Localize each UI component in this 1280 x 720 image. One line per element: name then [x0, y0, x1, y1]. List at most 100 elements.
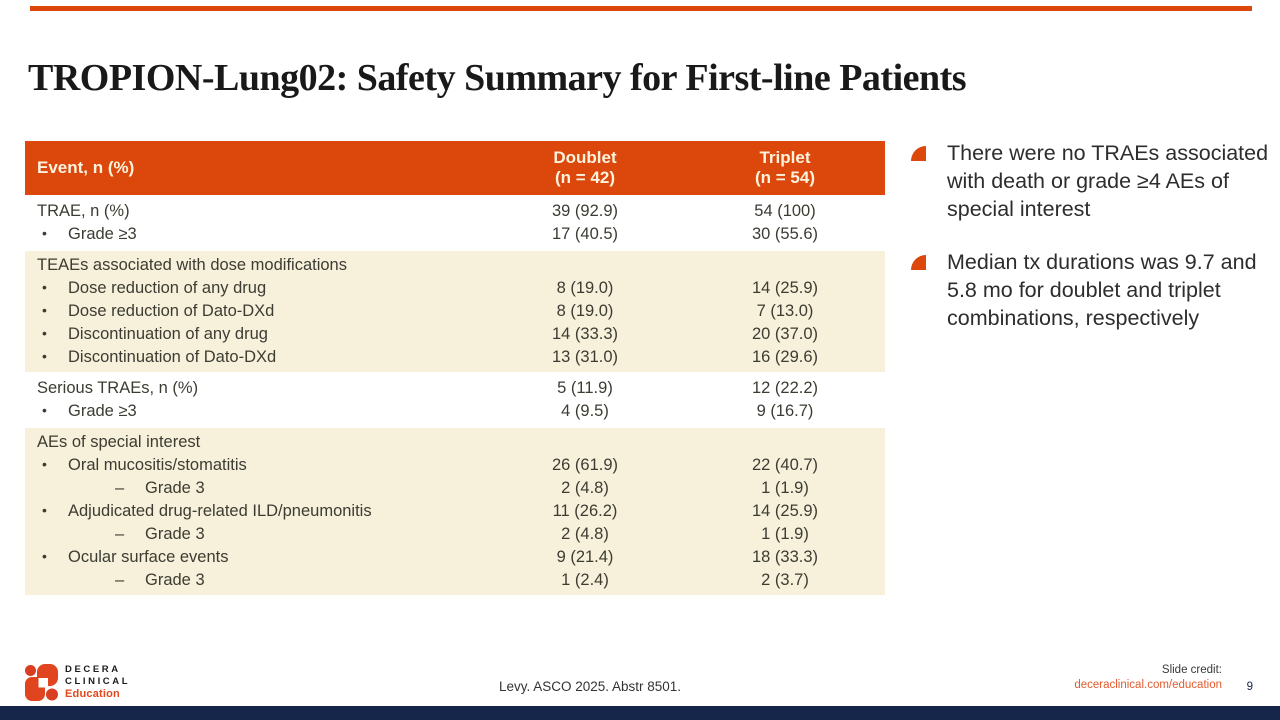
key-point-text: Median tx durations was 9.7 and 5.8 mo f…	[947, 250, 1257, 330]
safety-summary-table: Event, n (%) Doublet (n = 42) Triplet (n…	[25, 141, 885, 595]
event-cell: AEs of special interest	[37, 433, 201, 451]
table-section: Serious TRAEs, n (%) 5 (11.9) 12 (22.2) • Gr…	[25, 374, 885, 426]
doublet-cell: 14 (33.3)	[551, 325, 619, 343]
table-row: TRAE, n (%) 39 (92.9) 54 (100)	[25, 200, 885, 223]
table-row: – Grade 3 2 (4.8) 1 (1.9)	[25, 477, 885, 500]
event-cell: • Adjudicated drug-related ILD/pneumoniti…	[42, 502, 372, 520]
logo-line-2: CLINICAL	[65, 676, 131, 687]
event-cell: – Grade 3	[115, 479, 205, 497]
decera-logo-icon	[25, 664, 58, 701]
table-section: AEs of special interest • Oral mucositis/s…	[25, 428, 885, 595]
table-row: • Adjudicated drug-related ILD/pneumoniti…	[25, 500, 885, 523]
bottom-navy-bar	[0, 706, 1280, 720]
quarter-circle-bullet-icon	[911, 146, 926, 161]
triplet-cell: 22 (40.7)	[751, 456, 819, 474]
table-row: • Discontinuation of Dato-DXd 13 (31.0) 16 …	[25, 346, 885, 369]
bullet-marker: •	[42, 502, 47, 518]
triplet-cell: 1 (1.9)	[761, 479, 809, 497]
page-number: 9	[1246, 681, 1253, 693]
doublet-label: Doublet	[553, 148, 617, 167]
doublet-cell: 39 (92.9)	[551, 202, 619, 220]
slide-credit: Slide credit: deceraclinical.com/educati…	[1074, 663, 1222, 693]
triplet-cell: 18 (33.3)	[751, 548, 819, 566]
event-cell: • Dose reduction of Dato-DXd	[42, 302, 275, 320]
table-row: • Dose reduction of Dato-DXd 8 (19.0) 7 (13…	[25, 300, 885, 323]
triplet-cell: 14 (25.9)	[751, 279, 819, 297]
event-cell: • Discontinuation of Dato-DXd	[42, 348, 277, 366]
triplet-cell: 7 (13.0)	[756, 302, 814, 320]
decera-logo-text: DECERA CLINICAL Education	[65, 664, 130, 701]
logo-line-3: Education	[65, 688, 120, 700]
table-row: TEAEs associated with dose modifications	[25, 254, 885, 277]
event-cell: • Grade ≥3	[42, 402, 137, 420]
doublet-cell: 17 (40.5)	[551, 225, 619, 243]
event-cell: • Grade ≥3	[42, 225, 137, 243]
logo-line-1: DECERA	[65, 664, 121, 675]
table-row: • Discontinuation of any drug 14 (33.3) 20 …	[25, 323, 885, 346]
bullet-marker: •	[42, 225, 47, 241]
bullet-marker: •	[42, 302, 47, 318]
event-cell: • Ocular surface events	[42, 548, 229, 566]
key-points-panel: There were no TRAEs associated with deat…	[910, 139, 1280, 357]
triplet-cell: 1 (1.9)	[761, 525, 809, 543]
doublet-cell: 8 (19.0)	[556, 302, 614, 320]
table-row: AEs of special interest	[25, 431, 885, 454]
doublet-cell: 4 (9.5)	[561, 402, 609, 420]
triplet-cell: 54 (100)	[754, 202, 816, 220]
triplet-cell: 30 (55.6)	[751, 225, 819, 243]
key-point: There were no TRAEs associated with deat…	[910, 139, 1280, 223]
doublet-cell: 2 (4.8)	[561, 479, 609, 497]
slide-credit-label: Slide credit:	[1161, 664, 1222, 676]
header-doublet-column: Doublet (n = 42)	[485, 141, 685, 195]
doublet-cell: 8 (19.0)	[556, 279, 614, 297]
table-row: – Grade 3 1 (2.4) 2 (3.7)	[25, 569, 885, 592]
table-row: Serious TRAEs, n (%) 5 (11.9) 12 (22.2)	[25, 377, 885, 400]
bullet-marker: •	[42, 325, 47, 341]
event-cell: – Grade 3	[115, 571, 205, 589]
table-body: TRAE, n (%) 39 (92.9) 54 (100) • Grade ≥3 17 …	[25, 197, 885, 595]
triplet-cell: 12 (22.2)	[751, 379, 819, 397]
doublet-cell: 5 (11.9)	[557, 379, 613, 397]
table-row: • Ocular surface events 9 (21.4) 18 (33.3)	[25, 546, 885, 569]
top-accent-bar	[30, 6, 1252, 11]
doublet-cell: 11 (26.2)	[552, 502, 618, 520]
table-header-row: Event, n (%) Doublet (n = 42) Triplet (n…	[25, 141, 885, 195]
slide-credit-link[interactable]: deceraclinical.com/education	[1074, 679, 1222, 691]
quarter-circle-bullet-icon	[911, 255, 926, 270]
bullet-marker: •	[42, 279, 47, 295]
doublet-cell: 9 (21.4)	[556, 548, 614, 566]
header-event-column: Event, n (%)	[37, 158, 135, 177]
dash-marker: –	[115, 479, 125, 497]
bullet-marker: •	[42, 402, 47, 418]
triplet-n: (n = 54)	[755, 168, 815, 187]
bullet-marker: •	[42, 348, 47, 364]
doublet-cell: 26 (61.9)	[551, 456, 619, 474]
table-row: • Grade ≥3 4 (9.5) 9 (16.7)	[25, 400, 885, 423]
table-row: – Grade 3 2 (4.8) 1 (1.9)	[25, 523, 885, 546]
triplet-cell: 20 (37.0)	[751, 325, 819, 343]
event-cell: TEAEs associated with dose modifications	[37, 256, 347, 274]
event-cell: • Oral mucositis/stomatitis	[42, 456, 247, 474]
key-point: Median tx durations was 9.7 and 5.8 mo f…	[910, 248, 1280, 332]
citation-text: Levy. ASCO 2025. Abstr 8501.	[498, 679, 682, 694]
table-row: • Dose reduction of any drug 8 (19.0) 14 (2…	[25, 277, 885, 300]
doublet-n: (n = 42)	[555, 168, 615, 187]
triplet-cell: 2 (3.7)	[761, 571, 809, 589]
key-point-text: There were no TRAEs associated with deat…	[947, 141, 1269, 221]
event-cell: • Discontinuation of any drug	[42, 325, 268, 343]
decera-logo: DECERA CLINICAL Education	[25, 664, 130, 701]
bullet-marker: •	[42, 548, 47, 564]
doublet-cell: 2 (4.8)	[561, 525, 609, 543]
table-section: TEAEs associated with dose modifications…	[25, 251, 885, 372]
doublet-cell: 13 (31.0)	[551, 348, 619, 366]
doublet-cell: 1 (2.4)	[561, 571, 609, 589]
header-triplet-column: Triplet (n = 54)	[685, 141, 885, 195]
table-row: • Grade ≥3 17 (40.5) 30 (55.6)	[25, 223, 885, 246]
triplet-cell: 9 (16.7)	[756, 402, 814, 420]
table-section: TRAE, n (%) 39 (92.9) 54 (100) • Grade ≥3 17 …	[25, 197, 885, 249]
event-cell: – Grade 3	[115, 525, 205, 543]
event-cell: • Dose reduction of any drug	[42, 279, 267, 297]
event-cell: TRAE, n (%)	[37, 202, 130, 220]
table-row: • Oral mucositis/stomatitis 26 (61.9) 22 (4…	[25, 454, 885, 477]
